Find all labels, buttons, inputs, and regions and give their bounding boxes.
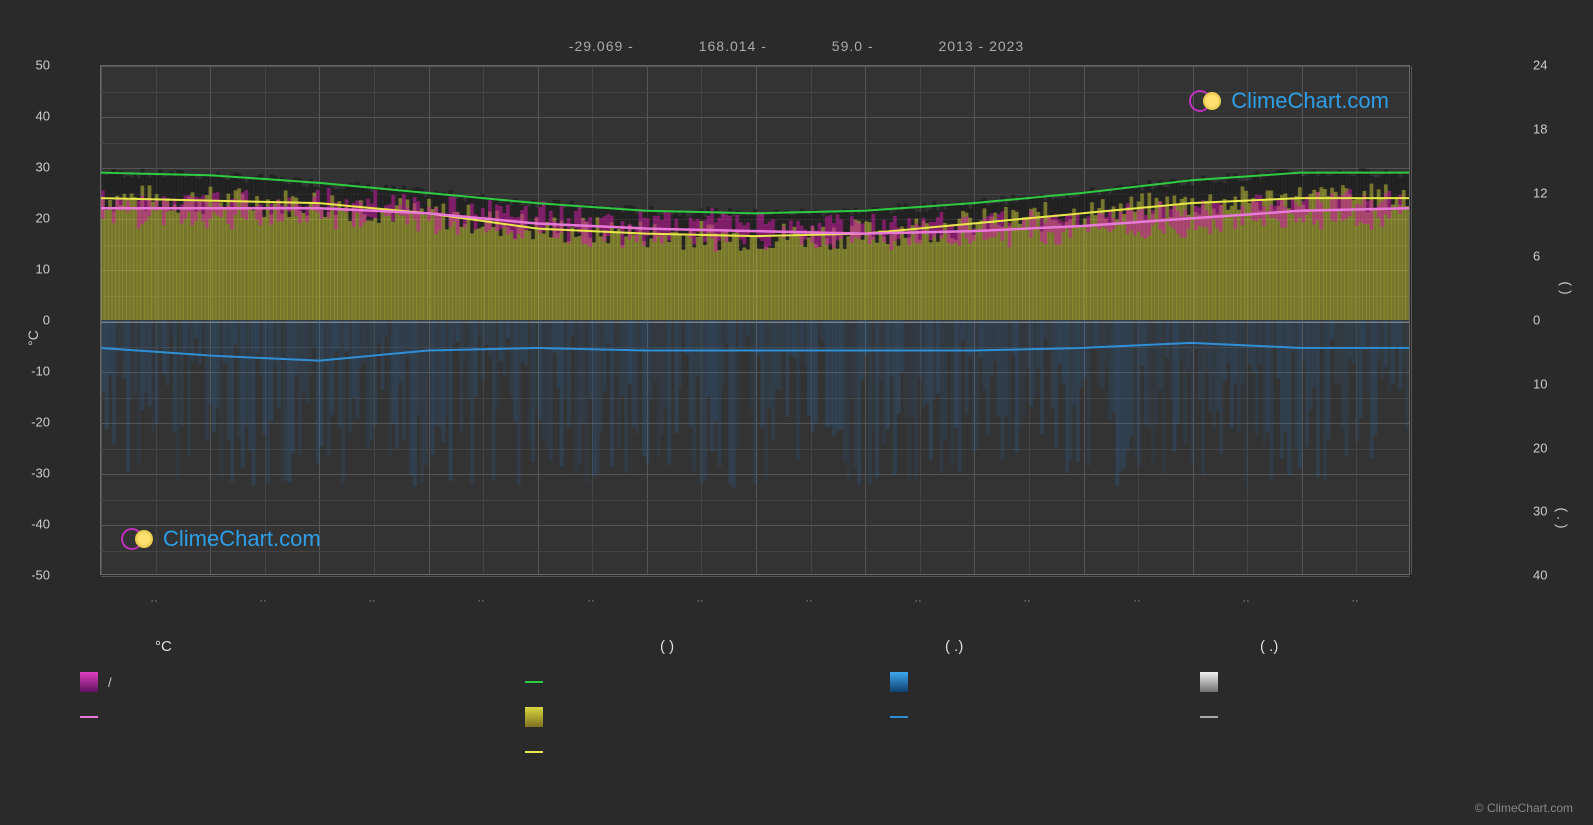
y-right-tick-lower: 20 xyxy=(1533,440,1573,455)
y-left-tick: 30 xyxy=(10,160,50,175)
watermark-text: ClimeChart.com xyxy=(163,526,321,552)
x-tick: ·· xyxy=(1023,595,1030,607)
x-tick: ·· xyxy=(587,595,594,607)
logo-icon xyxy=(121,527,157,551)
footer-copyright: © ClimeChart.com xyxy=(1475,801,1573,815)
legend-item xyxy=(525,740,553,764)
legend-header-temp: °C xyxy=(155,638,172,655)
watermark-top: ClimeChart.com xyxy=(1189,88,1389,114)
legend-header-2: ( ) xyxy=(660,638,674,655)
y-left-tick: -40 xyxy=(10,517,50,532)
y-left-tick: 50 xyxy=(10,58,50,73)
legend-item xyxy=(525,705,553,729)
chart-header: -29.069 - 168.014 - 59.0 - 2013 - 2023 xyxy=(0,38,1593,54)
chart-container: ClimeChart.com ClimeChart.com xyxy=(70,60,1440,580)
header-lat: -29.069 - xyxy=(569,38,634,54)
legend-header-4: ( .) xyxy=(1260,638,1278,655)
x-tick: ·· xyxy=(1351,595,1358,607)
y-left-tick: 20 xyxy=(10,211,50,226)
legend-item xyxy=(80,705,108,729)
x-tick: ·· xyxy=(1242,595,1249,607)
y-right-tick-lower: 10 xyxy=(1533,376,1573,391)
legend-item xyxy=(1200,705,1228,729)
legend-item xyxy=(1200,670,1228,694)
y-left-tick: -50 xyxy=(10,568,50,583)
header-years: 2013 - 2023 xyxy=(938,38,1024,54)
y-right-label-upper: ( ) xyxy=(1558,281,1574,294)
x-tick: ·· xyxy=(1133,595,1140,607)
y-left-tick: -20 xyxy=(10,415,50,430)
legend-item: / xyxy=(80,670,112,694)
header-lon: 168.014 - xyxy=(699,38,767,54)
legend-item xyxy=(525,670,553,694)
legend-label: / xyxy=(108,675,112,690)
y-left-tick: 10 xyxy=(10,262,50,277)
x-tick: ·· xyxy=(477,595,484,607)
legend-item xyxy=(890,670,918,694)
y-left-tick: -10 xyxy=(10,364,50,379)
logo-icon xyxy=(1189,89,1225,113)
watermark-text: ClimeChart.com xyxy=(1231,88,1389,114)
y-right-tick-upper: 24 xyxy=(1533,58,1573,73)
legend-item xyxy=(890,705,918,729)
header-elev: 59.0 - xyxy=(832,38,874,54)
watermark-bottom: ClimeChart.com xyxy=(121,526,321,552)
y-right-tick-upper: 0 xyxy=(1533,313,1573,328)
x-tick: ·· xyxy=(259,595,266,607)
y-right-tick-upper: 6 xyxy=(1533,249,1573,264)
legend-header-3: ( .) xyxy=(945,638,963,655)
plot-area: ClimeChart.com ClimeChart.com xyxy=(100,65,1410,575)
y-left-tick: -30 xyxy=(10,466,50,481)
x-tick: ·· xyxy=(805,595,812,607)
x-tick: ·· xyxy=(150,595,157,607)
y-right-label-lower: ( . ) xyxy=(1555,508,1571,529)
y-left-tick: 0 xyxy=(10,313,50,328)
y-right-tick-upper: 12 xyxy=(1533,185,1573,200)
x-tick: ·· xyxy=(696,595,703,607)
y-right-tick-upper: 18 xyxy=(1533,121,1573,136)
x-tick: ·· xyxy=(368,595,375,607)
x-axis-ticks: ·· ·· ·· ·· ·· ·· ·· ·· ·· ·· ·· ·· xyxy=(100,595,1410,615)
y-left-tick: 40 xyxy=(10,109,50,124)
x-tick: ·· xyxy=(914,595,921,607)
y-right-tick-lower: 40 xyxy=(1533,568,1573,583)
y-left-axis-label: °C xyxy=(25,330,41,346)
